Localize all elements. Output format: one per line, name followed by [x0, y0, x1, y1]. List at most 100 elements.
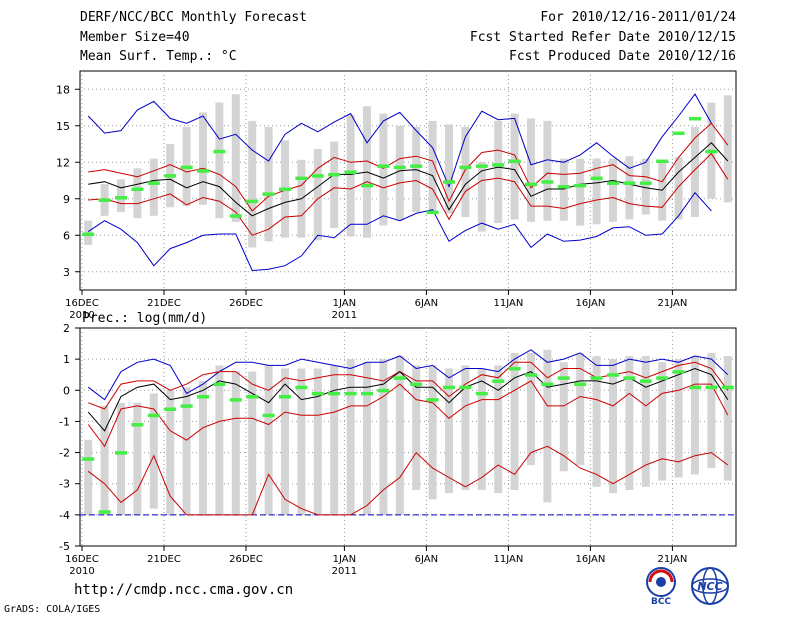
spread-box	[559, 158, 568, 221]
panel-frame	[79, 70, 737, 291]
median-marker	[410, 382, 423, 387]
median-marker	[147, 181, 160, 185]
median-marker	[180, 165, 193, 170]
spread-box	[264, 365, 273, 515]
spread-box	[166, 390, 175, 515]
median-marker	[344, 170, 357, 174]
spread-box	[527, 352, 535, 466]
spread-box	[723, 95, 732, 203]
median-marker	[574, 382, 587, 387]
source-url[interactable]: http://cmdp.ncc.cma.gov.cn	[74, 582, 294, 598]
x-tick-year-label: 2011	[332, 310, 357, 321]
y-tick-label: 12	[56, 156, 70, 169]
x-tick-label: 21JAN	[657, 298, 687, 309]
median-marker	[557, 185, 570, 189]
median-marker	[689, 385, 701, 390]
median-marker	[377, 388, 390, 393]
spread-box	[363, 362, 371, 515]
spread-box	[84, 440, 93, 515]
median-marker	[492, 163, 505, 167]
spread-box	[723, 356, 732, 481]
y-tick-label: 0	[63, 384, 70, 397]
spread-box	[559, 362, 568, 472]
spread-box	[248, 120, 257, 248]
ncc-logo: NCC	[691, 567, 729, 605]
median-marker	[229, 214, 242, 218]
median-marker	[98, 510, 111, 514]
spread-box	[543, 349, 552, 503]
y-tick-label: 9	[63, 193, 70, 206]
spread-box	[461, 365, 470, 490]
median-marker	[590, 176, 603, 181]
median-marker	[623, 376, 636, 380]
spread-box	[674, 359, 683, 478]
bcc-logo-text: BCC	[651, 597, 671, 606]
spread-box	[215, 102, 224, 219]
spread-box	[133, 168, 142, 219]
spread-box	[149, 158, 158, 216]
spread-box	[313, 368, 322, 515]
median-marker	[295, 176, 308, 181]
median-marker	[328, 172, 341, 177]
spread-box	[658, 162, 667, 221]
grads-credit: GrADS: COLA/IGES	[4, 604, 101, 615]
y-tick-label: 15	[56, 120, 70, 133]
forecast-period: For 2010/12/16-2011/01/24	[540, 10, 736, 25]
spread-box	[641, 158, 650, 215]
median-marker	[180, 404, 193, 408]
spread-box	[117, 179, 125, 213]
x-tick-label: 1JAN	[333, 554, 356, 565]
spread-box	[313, 148, 322, 241]
y-tick-label: 18	[56, 83, 70, 96]
spread-box	[576, 352, 585, 466]
median-marker	[328, 391, 341, 396]
spread-box	[445, 368, 453, 494]
median-marker	[377, 164, 390, 168]
spread-box	[231, 371, 240, 515]
median-marker	[426, 210, 439, 215]
median-marker	[246, 199, 259, 204]
median-marker	[262, 413, 275, 418]
median-marker	[197, 169, 209, 173]
spread-box	[199, 112, 207, 205]
x-tick-label: 26DEC	[229, 554, 263, 565]
x-tick-label: 21JAN	[657, 554, 687, 565]
spread-box	[330, 141, 339, 228]
spread-box	[297, 368, 306, 515]
spread-box	[428, 120, 437, 213]
spread-box	[281, 368, 289, 515]
spread-box	[149, 393, 158, 509]
median-marker	[525, 182, 537, 187]
x-tick-year-label: 2010	[69, 310, 94, 321]
produced-date: Fcst Produced Date 2010/12/16	[509, 49, 736, 64]
median-marker	[459, 165, 472, 170]
spread-box	[641, 356, 650, 487]
median-marker	[541, 180, 554, 184]
envelope-lower-line	[87, 191, 712, 272]
spread-box	[674, 157, 683, 220]
ensemble-mean-line	[88, 142, 729, 217]
median-marker	[361, 391, 373, 396]
median-marker	[262, 192, 275, 196]
median-marker	[410, 164, 423, 168]
x-tick-label: 21DEC	[147, 298, 181, 309]
spread-box	[264, 126, 273, 242]
median-marker	[311, 391, 324, 396]
spread-box	[625, 356, 634, 490]
median-marker	[590, 376, 603, 380]
envelope-upper-line	[87, 349, 729, 401]
median-marker	[639, 181, 652, 185]
median-marker	[557, 376, 570, 380]
median-marker	[541, 382, 554, 387]
spread-box	[576, 158, 585, 226]
median-marker	[147, 413, 160, 418]
spread-box	[395, 125, 404, 221]
spread-box	[182, 387, 191, 515]
spread-box	[543, 120, 552, 221]
y-tick-label: -3	[59, 478, 70, 491]
spread-box	[231, 94, 240, 222]
median-marker	[475, 164, 488, 168]
y-tick-label: 1	[63, 353, 70, 366]
ensemble-mean-line	[87, 367, 729, 432]
